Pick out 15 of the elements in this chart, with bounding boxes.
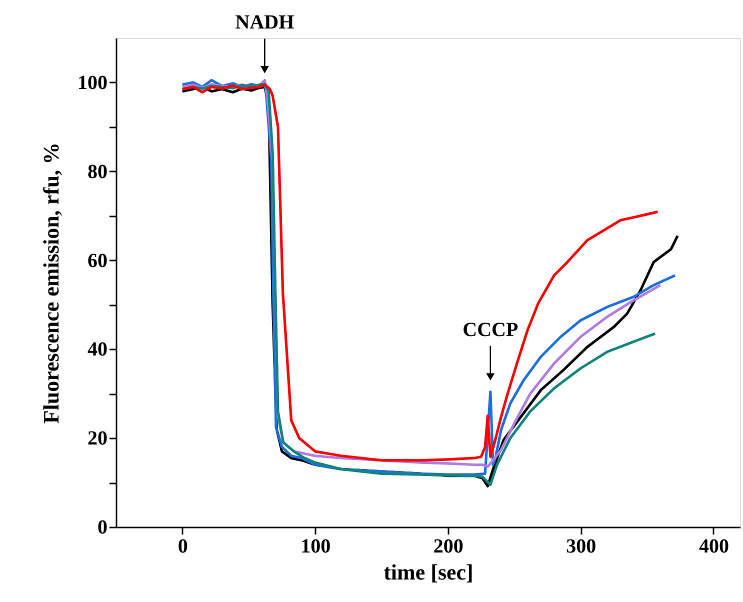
y-tick-label: 100 [78,72,108,94]
annotation: CCCP [462,318,518,341]
y-tick-label: 60 [88,250,108,272]
y-tick-label: 0 [98,516,108,538]
x-tick-label: 100 [300,536,331,558]
x-tick-label: 0 [178,536,188,558]
x-tick-label: 400 [698,536,729,558]
y-tick-label: 20 [88,428,108,450]
y-tick-label: 40 [88,338,108,361]
y-axis-title: Fluorescence emission, rfu, % [38,142,64,424]
x-axis-title: time [sec] [384,560,474,584]
annotation: NADH [235,12,295,34]
y-tick-label: 80 [88,160,108,183]
x-tick-label: 200 [433,536,464,558]
x-tick-label: 300 [566,536,596,558]
